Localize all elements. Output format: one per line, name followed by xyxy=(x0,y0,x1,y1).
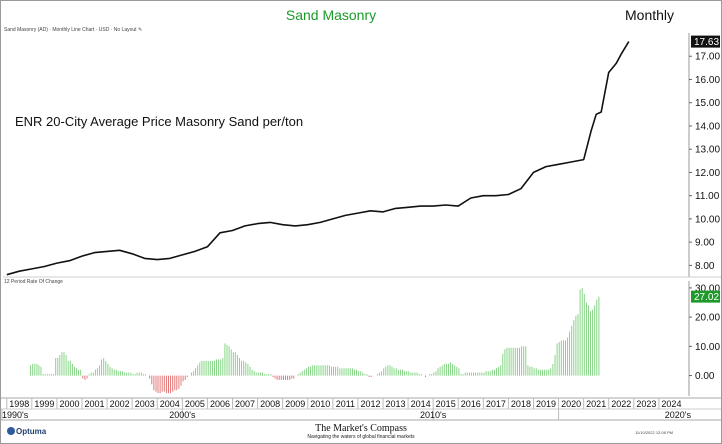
optuma-logo-icon xyxy=(7,427,15,435)
price-y-tick-label: 11.00 xyxy=(695,191,720,202)
x-year-label: 1999 xyxy=(34,399,54,409)
price-last-value-label: 17.63 xyxy=(694,37,719,48)
x-year-label: 2013 xyxy=(386,399,406,409)
period-label: Monthly xyxy=(625,7,675,23)
x-year-label: 1998 xyxy=(9,399,29,409)
chart-meta-text: Sand Masonry (AD) · Monthly Line Chart ·… xyxy=(4,27,137,33)
x-year-label: 2020 xyxy=(561,399,581,409)
x-year-label: 2019 xyxy=(536,399,556,409)
roc-y-tick-label: 0.00 xyxy=(695,371,715,382)
x-year-label: 2012 xyxy=(360,399,380,409)
price-y-tick-label: 9.00 xyxy=(695,238,715,249)
x-year-label: 2011 xyxy=(336,399,355,409)
price-series-line xyxy=(6,41,630,276)
chart-title: Sand Masonry xyxy=(285,7,377,23)
price-y-tick-label: 16.00 xyxy=(695,75,720,86)
price-y-tick-label: 14.00 xyxy=(695,121,720,132)
price-y-tick-label: 12.00 xyxy=(695,168,720,179)
x-year-label: 2003 xyxy=(135,399,155,409)
x-year-label: 2000 xyxy=(59,399,79,409)
x-decade-label: 2010's xyxy=(420,410,447,420)
x-year-label: 2009 xyxy=(285,399,305,409)
x-year-label: 2001 xyxy=(85,399,105,409)
x-year-label: 2006 xyxy=(210,399,230,409)
x-axis: 1998 1999 2000 2001 2002 2003 2004 2005 2006 2007… xyxy=(1,397,721,421)
roc-y-tick-label: 20.00 xyxy=(695,313,720,324)
roc-y-tick-label: 10.00 xyxy=(695,342,720,353)
optuma-logo: Optuma xyxy=(7,427,46,436)
x-year-label: 2004 xyxy=(160,399,180,409)
x-year-label: 2010 xyxy=(310,399,330,409)
price-y-tick-label: 15.00 xyxy=(695,98,720,109)
x-year-label: 2018 xyxy=(511,399,531,409)
x-decade-label: 2000's xyxy=(169,410,196,420)
footer-brand: The Market's Compass xyxy=(315,423,407,434)
x-year-label: 2008 xyxy=(260,399,280,409)
price-y-tick-label: 10.00 xyxy=(695,214,720,225)
roc-last-value-badge xyxy=(691,290,720,303)
pencil-icon[interactable]: ✎ xyxy=(137,27,143,33)
x-decade-label: 1990's xyxy=(2,410,29,420)
price-y-tick-label: 8.00 xyxy=(695,261,715,272)
x-year-label: 2017 xyxy=(486,399,506,409)
x-year-label: 2015 xyxy=(436,399,456,409)
x-decade-label: 2020's xyxy=(665,410,692,420)
price-last-value-badge xyxy=(691,35,720,48)
footer-tagline: Navigating the waters of global financia… xyxy=(307,434,415,440)
x-year-label: 2023 xyxy=(636,399,656,409)
x-year-label: 2007 xyxy=(235,399,255,409)
x-year-label: 2005 xyxy=(185,399,205,409)
x-year-label: 2002 xyxy=(110,399,130,409)
x-year-label: 2022 xyxy=(611,399,631,409)
chart-meta: Sand Masonry (AD) · Monthly Line Chart ·… xyxy=(4,27,142,33)
x-year-label: 2016 xyxy=(461,399,481,409)
x-year-label: 2024 xyxy=(661,399,681,409)
chart-annotation: ENR 20-City Average Price Masonry Sand p… xyxy=(15,114,304,129)
roc-y-tick-label: 30.00 xyxy=(695,283,720,294)
footer-date: 11/10/2022 12:08 PM xyxy=(635,430,673,435)
x-year-label: 2021 xyxy=(586,399,606,409)
price-panel: 8.00 9.00 10.00 11.00 12.00 13.00 14.00 15.00 16… xyxy=(3,33,721,278)
optuma-logo-text: Optuma xyxy=(16,427,47,436)
roc-last-value-label: 27.02 xyxy=(694,292,719,303)
sub-panel-label: 12 Period Rate Of Change xyxy=(4,279,63,285)
x-year-label: 2014 xyxy=(411,399,431,409)
chart-svg: 8.00 9.00 10.00 11.00 12.00 13.00 14.00 15.00 16… xyxy=(1,33,721,421)
price-y-tick-label: 13.00 xyxy=(695,145,720,156)
price-y-tick-label: 17.00 xyxy=(695,52,720,63)
